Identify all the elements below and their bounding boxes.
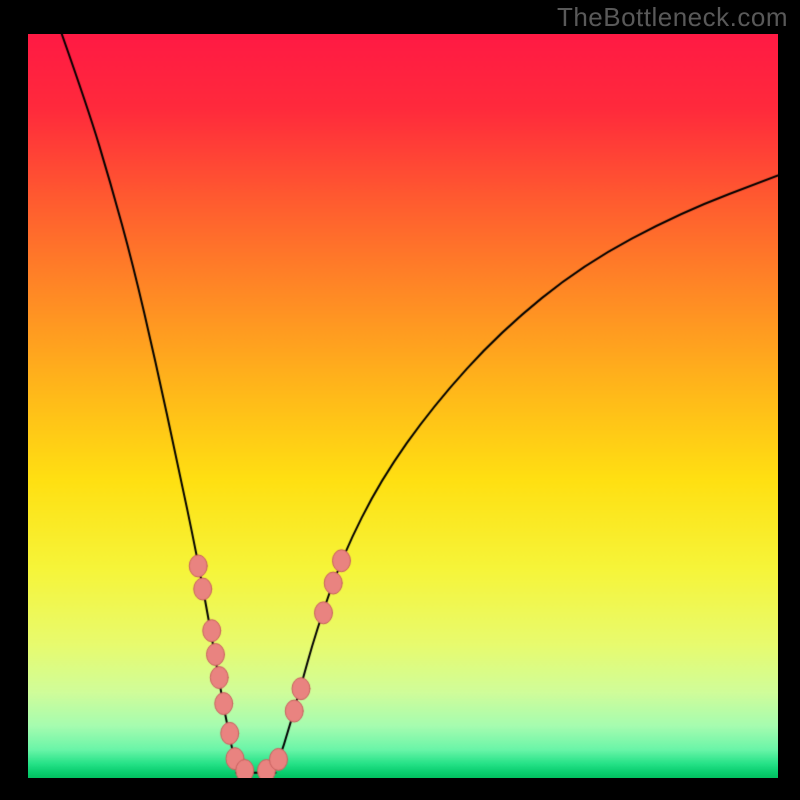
plot-canvas xyxy=(28,34,778,778)
stage: TheBottleneck.com xyxy=(0,0,800,800)
watermark-text: TheBottleneck.com xyxy=(557,2,788,33)
plot-frame xyxy=(28,34,778,778)
